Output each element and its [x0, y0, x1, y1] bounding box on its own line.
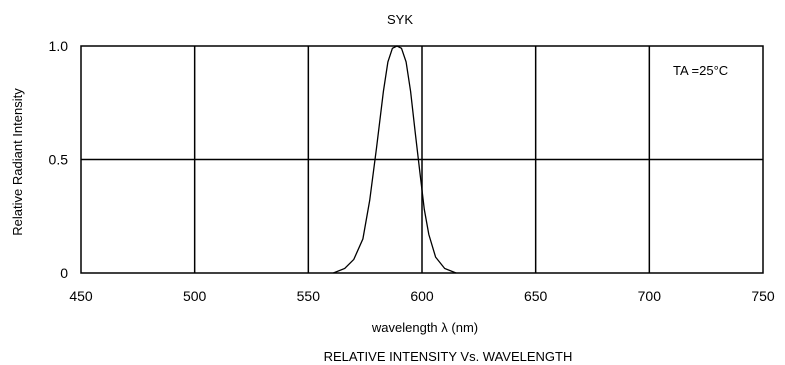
x-tick-label-3: 600 [410, 288, 434, 304]
plot-frame [80, 45, 764, 274]
series-line [333, 45, 457, 274]
chart-caption: RELATIVE INTENSITY Vs. WAVELENGTH [324, 349, 573, 364]
grid [81, 46, 763, 273]
y-axis-label: Relative Radiant Intensity [10, 88, 25, 236]
x-tick-label-4: 650 [524, 288, 548, 304]
x-tick-label-0: 450 [69, 288, 93, 304]
x-tick-labels: 450 500 550 600 650 700 750 [69, 288, 775, 304]
x-tick-label-1: 500 [183, 288, 207, 304]
y-tick-label-2: 1.0 [49, 38, 69, 54]
x-tick-label-2: 550 [297, 288, 321, 304]
x-tick-label-5: 700 [638, 288, 662, 304]
y-tick-label-1: 0.5 [49, 152, 69, 168]
chart-title: SYK [387, 12, 413, 27]
y-tick-labels: 0 0.5 1.0 [49, 38, 69, 281]
x-tick-label-6: 750 [751, 288, 775, 304]
temperature-annotation: TA =25°C [673, 63, 728, 78]
x-axis-label: wavelength λ (nm) [371, 320, 478, 335]
y-tick-label-0: 0 [60, 265, 68, 281]
